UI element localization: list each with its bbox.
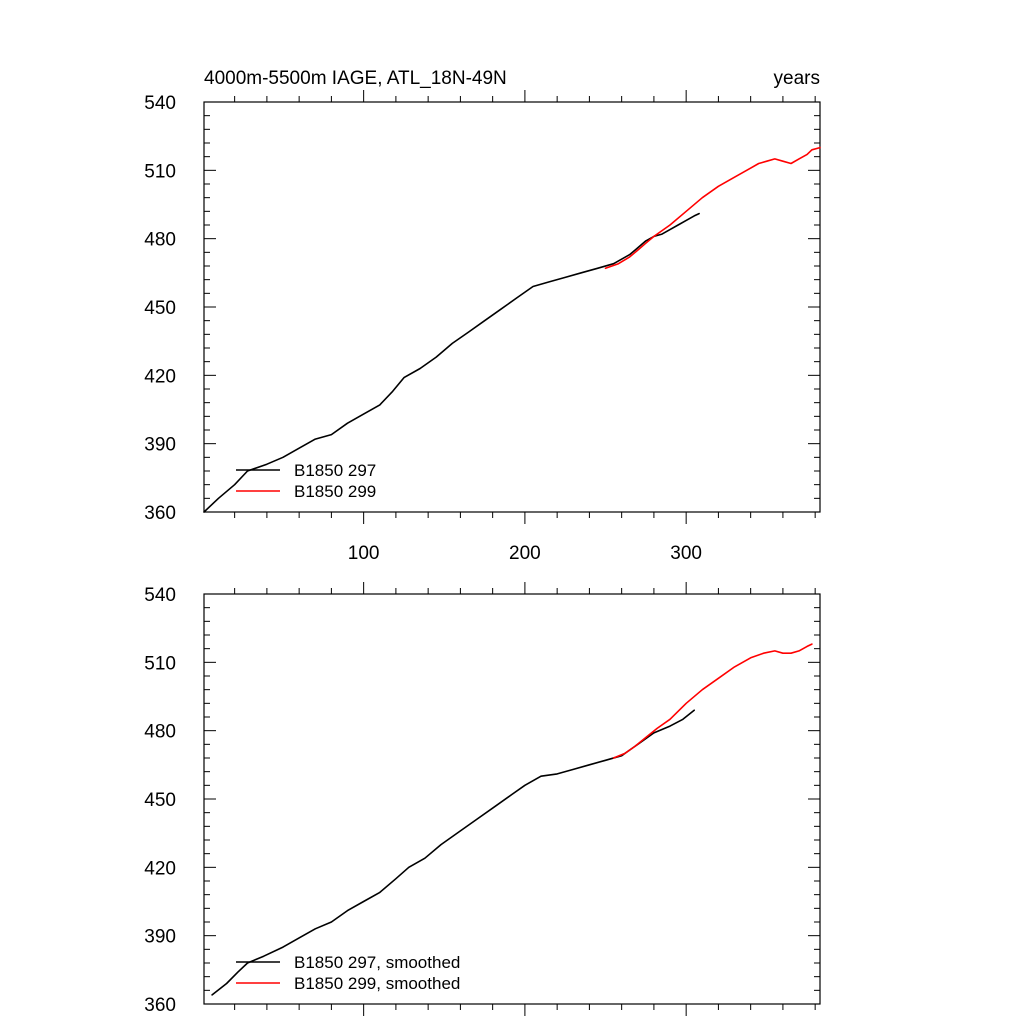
y-tick-label: 420 [144,858,176,879]
y-tick-label: 510 [144,653,176,674]
y-tick-label: 480 [144,230,176,251]
y-tick-label: 450 [144,298,176,319]
units-label: years [774,68,820,89]
y-tick-label: 540 [144,93,176,114]
y-tick-label: 360 [144,503,176,524]
series-lines [211,643,813,996]
series-line-2 [612,643,813,759]
y-tick-label: 510 [144,161,176,182]
x-axis-tick-labels: 100 200 300 [348,543,702,564]
legend: B1850 297 B1850 299 [236,461,376,501]
y-tick-label: 390 [144,927,176,948]
y-axis-tick-labels: 360 390 420 450 480 510 540 [144,585,176,1016]
top-panel: 4000m-5500m IAGE, ATL_18N-49N years 3603… [144,68,821,564]
x-tick-label: 100 [348,543,380,564]
y-tick-label: 540 [144,585,176,606]
legend: B1850 297, smoothed B1850 299, smoothed [236,953,460,993]
plot-frame [203,593,821,1005]
axis-ticks [204,90,820,524]
legend-label-series-2: B1850 299 [294,482,376,501]
y-tick-label: 360 [144,995,176,1016]
series-lines [203,146,821,513]
series-line-2 [604,146,821,270]
y-tick-label: 390 [144,435,176,456]
chart-title: 4000m-5500m IAGE, ATL_18N-49N [204,68,507,89]
series-line-1 [203,212,700,513]
y-tick-label: 450 [144,790,176,811]
legend-label-series-1: B1850 297, smoothed [294,953,460,972]
legend-label-series-1: B1850 297 [294,461,376,480]
axis-ticks [204,582,820,1016]
y-tick-label: 480 [144,722,176,743]
x-tick-label: 200 [509,543,541,564]
legend-label-series-2: B1850 299, smoothed [294,974,460,993]
y-axis-tick-labels: 360 390 420 450 480 510 540 [144,93,176,524]
x-tick-label: 300 [670,543,702,564]
y-tick-label: 420 [144,366,176,387]
bottom-panel: 360 390 420 450 480 510 540 B1850 297, smoothe… [144,582,821,1016]
